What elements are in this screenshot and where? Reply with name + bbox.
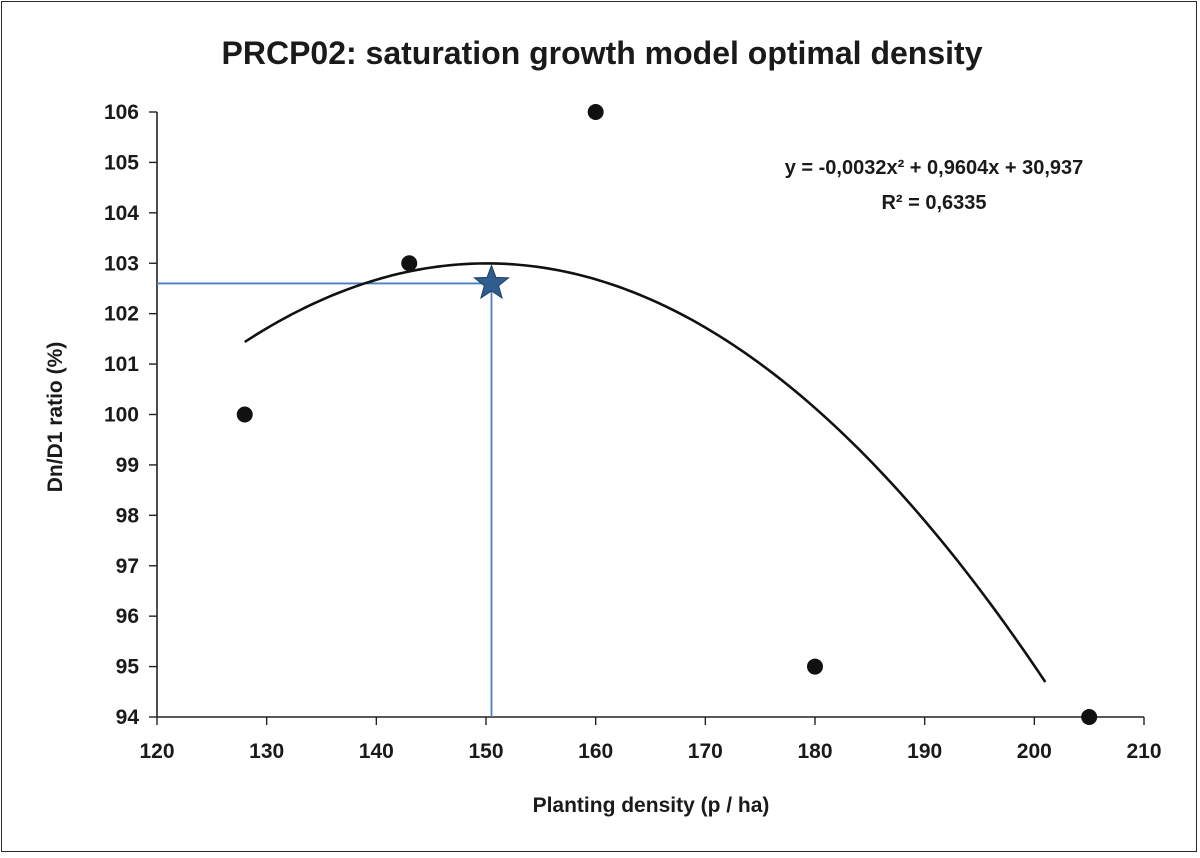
trendline-group [244,262,1047,683]
x-tick-label: 120 [139,740,174,763]
x-tick-label: 180 [797,740,832,763]
y-axis-ticks: 94 95 96 97 98 99 100 101 102 103 104 105 106 [104,101,157,729]
y-tick-label: 94 [116,706,140,729]
x-tick-label: 190 [907,740,942,763]
y-tick-label: 98 [116,504,140,527]
optimum-star-marker [472,263,510,300]
x-tick-label: 150 [468,740,503,763]
x-tick-label: 130 [249,740,284,763]
data-point [401,255,418,272]
x-axis-title: Planting density (p / ha) [533,794,770,817]
y-tick-label: 104 [104,202,139,225]
x-tick-label: 170 [688,740,723,763]
trendline-r-squared: R² = 0,6335 [881,192,986,214]
y-tick-label: 103 [104,252,139,275]
optimum-guide-lines [157,282,493,717]
x-axis-ticks: 120 130 140 150 160 170 180 190 200 210 [139,717,1162,763]
trendline-curve [244,262,1047,683]
chart-title: PRCP02: saturation growth model optimal … [222,35,983,71]
y-tick-label: 100 [104,404,139,427]
y-tick-label: 105 [104,151,139,174]
x-tick-label: 160 [578,740,613,763]
y-tick-label: 102 [104,303,139,326]
y-tick-label: 99 [116,454,139,477]
y-tick-label: 97 [116,555,139,578]
y-axis-title: Dn/D1 ratio (%) [44,342,67,493]
trendline-equation: y = -0,0032x² + 0,9604x + 30,937 [785,157,1084,179]
data-point [1081,709,1098,725]
y-tick-label: 101 [104,353,139,376]
data-point [587,104,604,120]
x-tick-label: 140 [359,740,394,763]
data-points [236,104,1098,725]
x-tick-label: 200 [1017,740,1052,763]
y-tick-label: 95 [116,656,140,679]
data-point [236,406,253,423]
y-tick-label: 96 [116,605,139,628]
optimum-marker-group [472,263,510,300]
data-point [807,658,823,675]
y-tick-label: 106 [104,101,139,124]
x-tick-label: 210 [1126,740,1161,763]
axes [156,112,1144,718]
